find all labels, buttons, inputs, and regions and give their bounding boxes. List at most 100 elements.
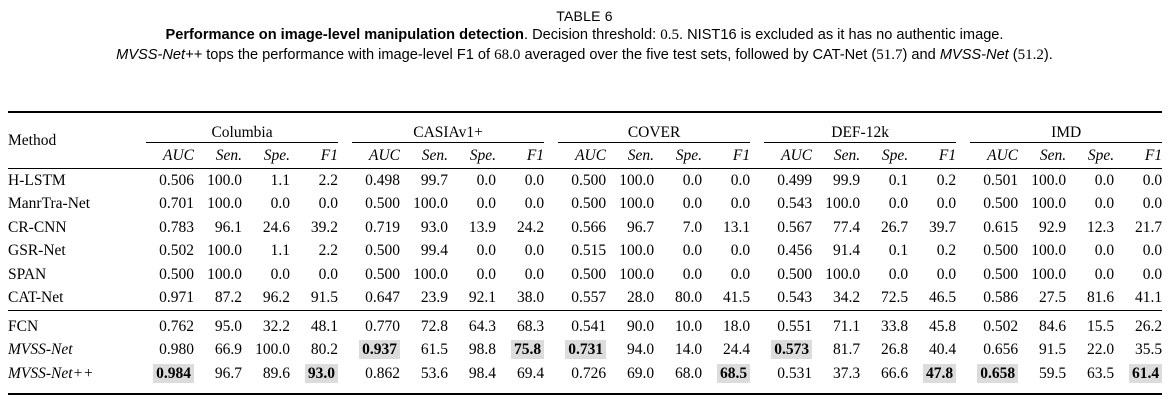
group-spacer [544, 216, 558, 240]
metric-value-cell: 0.0 [888, 195, 909, 213]
caption-segment: 51.7 [876, 47, 903, 63]
group-spacer [750, 310, 765, 339]
metric-value-cell: 100.0 [1031, 265, 1067, 283]
metric-value-cell: 14.0 [674, 341, 703, 359]
metric-value-cell: 0.783 [159, 218, 194, 236]
best-score-highlight: 0.731 [565, 340, 607, 360]
col-header-spe: Spe. [654, 142, 703, 169]
results-table-wrapper: Method Columbia CASIAv1+ COVER DEF-12k IMD AUC… [8, 111, 1163, 395]
metric-value-cell: 46.5 [929, 289, 957, 307]
caption-segment: 68.0 [494, 47, 521, 63]
best-score-highlight: 0.658 [977, 363, 1019, 383]
col-header-f1: F1 [496, 142, 545, 169]
group-spacer [544, 263, 558, 287]
metric-value-cell: 21.7 [1135, 218, 1163, 236]
metric-value-cell: 0.1 [888, 171, 909, 189]
col-header-auc: AUC [970, 142, 1019, 169]
method-name: GSR-Net [8, 242, 66, 260]
metric-value-cell: 0.500 [365, 242, 401, 260]
metric-value-cell: 99.7 [420, 171, 449, 189]
metric-value-cell: 69.0 [626, 364, 655, 382]
group-spacer [132, 112, 146, 169]
group-spacer [132, 263, 146, 287]
metric-value-cell: 84.6 [1018, 310, 1067, 339]
metric-value-cell: 100.0 [207, 265, 242, 283]
col-header-spe: Spe. [1066, 142, 1115, 169]
group-spacer [338, 112, 353, 169]
metric-value-cell: 0.0 [270, 195, 290, 213]
method-name: MVSS-Net [8, 341, 73, 359]
table-row-cr-cnn: CR-CNN 0.783 96.1 24.6 39.2 0.719 93.0 13.9 24.2… [8, 216, 1162, 240]
best-score-highlight: 47.8 [923, 363, 957, 383]
results-table: Method Columbia CASIAv1+ COVER DEF-12k IMD AUC… [8, 111, 1163, 395]
metric-value-cell: 0.586 [983, 289, 1019, 307]
metric-value-cell: 1.1 [270, 242, 290, 260]
group-spacer [956, 263, 970, 287]
method-name: FCN [8, 310, 132, 339]
metric-value-cell: 47.8 [908, 362, 957, 394]
group-spacer [132, 193, 146, 217]
caption-line-2: MVSS-Net++ tops the performance with ima… [0, 45, 1169, 65]
metric-value-cell: 100.0 [413, 195, 449, 213]
metric-value-cell: 32.2 [242, 310, 290, 339]
metric-value-cell: 12.3 [1087, 218, 1115, 236]
col-header-auc: AUC [558, 142, 607, 169]
table-row-span: SPAN 0.500 100.0 0.0 0.0 0.500 100.0 0.0 0.0 0.50… [8, 263, 1162, 287]
metric-value-cell: 0.500 [159, 265, 194, 283]
col-header-auc: AUC [352, 142, 401, 169]
group-spacer [544, 310, 559, 339]
metric-value-cell: 2.2 [318, 171, 339, 189]
col-header-f1: F1 [702, 142, 751, 169]
group-spacer [544, 287, 558, 311]
metric-value-cell: 0.498 [365, 171, 401, 189]
metric-value-cell: 100.0 [619, 265, 655, 283]
metric-value-cell: 24.6 [262, 218, 290, 236]
group-spacer [544, 240, 558, 264]
metric-value-cell: 0.506 [159, 171, 194, 189]
caption-segment: MVSS-Net [939, 47, 1009, 63]
method-name: MVSS-Net++ [8, 364, 94, 382]
col-group-header-def-12k: DEF-12k [764, 112, 957, 143]
metric-value-cell: 0.0 [1142, 242, 1163, 260]
metric-value-cell: 75.8 [496, 339, 545, 363]
group-spacer [956, 339, 970, 363]
group-spacer [132, 240, 146, 264]
metric-value-cell: 2.2 [318, 242, 339, 260]
caption-segment: averaged over the five test sets, follow… [520, 47, 877, 63]
metric-value-cell: 81.6 [1087, 289, 1115, 307]
best-score-highlight: 0.984 [153, 363, 194, 383]
table-row-fcn: FCN 0.762 95.0 32.2 48.1 0.770 72.8 64.3 68.3 0.5… [8, 310, 1163, 339]
metric-value-cell: 91.5 [1039, 341, 1067, 359]
metric-value-cell: 18.0 [702, 310, 751, 339]
metric-value-cell: 0.2 [936, 171, 957, 189]
caption-segment: . Decision threshold: [523, 27, 661, 43]
metric-value-cell: 39.7 [929, 218, 957, 236]
group-spacer [544, 193, 558, 217]
metric-value-cell: 80.2 [310, 341, 339, 359]
group-spacer [338, 263, 352, 287]
metric-value-cell: 0.719 [365, 218, 401, 236]
metric-value-cell: 0.0 [476, 242, 497, 260]
caption-line-1: Performance on image-level manipulation … [0, 25, 1169, 45]
metric-value-cell: 0.0 [476, 171, 497, 189]
metric-value-cell: 64.3 [448, 310, 497, 339]
metric-value-cell: 26.8 [880, 341, 909, 359]
metric-value-cell: 95.0 [194, 310, 242, 339]
metric-value-cell: 0.862 [365, 364, 401, 382]
metric-value-cell: 99.4 [420, 242, 449, 260]
metric-value-cell: 81.7 [832, 341, 861, 359]
metric-value-cell: 1.1 [270, 171, 290, 189]
metric-value-cell: 45.8 [908, 310, 957, 339]
col-header-sen: Sen. [1018, 142, 1067, 169]
method-name: H-LSTM [8, 171, 66, 189]
group-spacer [132, 362, 146, 394]
group-spacer [338, 310, 353, 339]
col-header-spe: Spe. [242, 142, 290, 169]
metric-value-cell: 26.2 [1114, 310, 1163, 339]
metric-value-cell: 0.0 [730, 265, 751, 283]
metric-value-cell: 71.1 [812, 310, 861, 339]
metric-value-cell: 0.456 [777, 242, 813, 260]
header-metric-row: AUC Sen. Spe. F1 AUC Sen. Spe. F1 AUC Sen. Spe. F1 A… [8, 142, 1163, 169]
metric-value-cell: 0.0 [1142, 195, 1163, 213]
metric-value-cell: 69.4 [516, 364, 545, 382]
